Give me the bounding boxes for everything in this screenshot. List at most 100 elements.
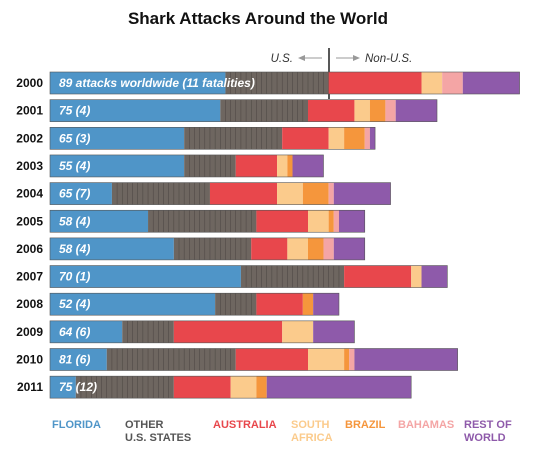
bar-segment-rest-of-world	[462, 72, 520, 94]
legend-label-other-u-s-states: OTHER U.S. STATES	[125, 419, 191, 444]
data-label: 89 attacks worldwide (11 fatalities)	[59, 76, 255, 90]
bar-segment-florida	[50, 72, 226, 94]
bar-segment-rest-of-world	[333, 237, 365, 260]
bar-outline	[49, 182, 391, 205]
bar-row-2011: 2011 75 (12)	[17, 375, 412, 399]
bar-segment-other-u-s-states	[184, 127, 283, 150]
bar-segment-brazil	[344, 127, 365, 150]
bar-segment-bahamas	[328, 182, 334, 205]
bar-outline	[49, 375, 412, 399]
bar-segment-south-africa	[287, 237, 308, 260]
bar-segment-australia	[282, 127, 329, 150]
data-label: 70 (1)	[59, 270, 90, 284]
data-label: 52 (4)	[59, 297, 90, 311]
bar-segment-south-africa	[354, 99, 370, 122]
bar-row-2001: 2001 75 (4)	[16, 99, 438, 122]
year-label: 2001	[16, 104, 43, 118]
data-label: 75 (4)	[59, 104, 90, 118]
year-label: 2004	[16, 187, 43, 201]
bar-row-2003: 2003 55 (4)	[16, 154, 324, 178]
bar-segment-south-africa	[230, 376, 257, 399]
bar-row-2004: 2004 65 (7)	[16, 182, 391, 205]
bar-row-2006: 2006 58 (4)	[16, 237, 366, 261]
bar-segment-rest-of-world	[354, 348, 458, 371]
bar-segment-florida	[50, 320, 123, 343]
bar-outline	[49, 237, 366, 261]
bar-outline	[49, 292, 340, 316]
year-label: 2003	[16, 159, 43, 173]
bar-segment-brazil	[328, 210, 334, 233]
bar-segment-florida	[50, 99, 221, 122]
bar-segment-rest-of-world	[421, 265, 448, 288]
legend-label-rest-of-world: REST OF WORLD	[464, 419, 512, 444]
non-us-direction-label: Non-U.S.	[365, 53, 412, 65]
bar-segment-other-u-s-states	[75, 376, 174, 399]
bar-segment-australia	[308, 99, 355, 122]
bar-segment-brazil	[308, 237, 324, 260]
bar-segment-rest-of-world	[313, 293, 339, 316]
bar-row-2010: 2010 81 (6)	[16, 348, 458, 371]
year-label: 2010	[16, 353, 43, 367]
bar-row-2008: 2008 52 (4)	[16, 292, 340, 316]
bar-outline	[49, 265, 448, 288]
bar-row-2002: 2002 65 (3)	[16, 127, 376, 150]
year-label: 2002	[16, 131, 43, 145]
bar-row-2009: 2009 64 (6)	[16, 320, 355, 344]
bar-outline	[49, 348, 458, 371]
bar-segment-other-u-s-states	[148, 210, 257, 233]
bar-segment-florida	[50, 293, 216, 316]
legend-label-bahamas: BAHAMAS	[398, 419, 454, 431]
bar-segment-other-u-s-states	[173, 237, 252, 260]
data-label: 65 (3)	[59, 131, 90, 145]
bar-segment-bahamas	[349, 348, 355, 371]
legend: FLORIDA OTHER U.S. STATES AUSTRALIA SOUTH AFR…	[52, 419, 512, 444]
bar-segment-other-u-s-states	[111, 182, 210, 205]
bar-segment-south-africa	[277, 154, 288, 177]
bar-segment-florida	[50, 376, 76, 399]
year-label: 2007	[16, 270, 43, 284]
data-label: 58 (4)	[59, 242, 90, 256]
bar-segment-australia	[235, 348, 308, 371]
bar-segment-australia	[173, 320, 283, 343]
right-arrow-head	[353, 55, 360, 61]
bar-segment-south-africa	[411, 265, 422, 288]
chart-title: Shark Attacks Around the World	[128, 9, 388, 28]
left-arrow-head	[298, 55, 305, 61]
bar-segment-florida	[50, 210, 149, 233]
bar-segment-australia	[256, 210, 308, 233]
bar-segment-brazil	[302, 182, 329, 205]
bar-outline	[49, 127, 376, 150]
data-label: 75 (12)	[59, 380, 97, 394]
bar-segment-bahamas	[333, 210, 339, 233]
bar-segment-south-africa	[277, 182, 303, 205]
year-label: 2005	[16, 214, 43, 228]
bar-segment-rest-of-world	[313, 320, 355, 343]
bar-segment-rest-of-world	[292, 154, 324, 177]
bar-segment-florida	[50, 237, 174, 260]
bar-segment-australia	[344, 265, 412, 288]
bar-segment-rest-of-world	[395, 99, 437, 122]
legend-label-australia: AUSTRALIA	[213, 419, 277, 431]
bar-outline	[49, 209, 366, 233]
bar-segment-rest-of-world	[338, 210, 365, 233]
bar-segment-south-africa	[282, 320, 314, 343]
bar-outline	[49, 320, 355, 344]
year-label: 2000	[16, 76, 43, 90]
bar-segment-rest-of-world	[369, 127, 376, 150]
year-label: 2008	[16, 297, 43, 311]
bar-segment-australia	[256, 293, 303, 316]
bar-segment-australia	[251, 237, 288, 260]
bar-segment-australia	[209, 182, 278, 205]
bar-outline	[49, 71, 520, 95]
bar-outline	[49, 154, 324, 178]
bar-segment-bahamas	[323, 237, 334, 260]
bar-segment-australia	[328, 72, 422, 94]
bar-segment-south-africa	[308, 348, 345, 371]
bar-segment-brazil	[302, 293, 314, 316]
bar-segment-florida	[50, 265, 241, 288]
bar-segment-rest-of-world	[333, 182, 391, 205]
bar-segment-brazil	[369, 99, 386, 122]
legend-label-florida: FLORIDA	[52, 419, 101, 431]
bar-segment-rest-of-world	[266, 376, 412, 399]
